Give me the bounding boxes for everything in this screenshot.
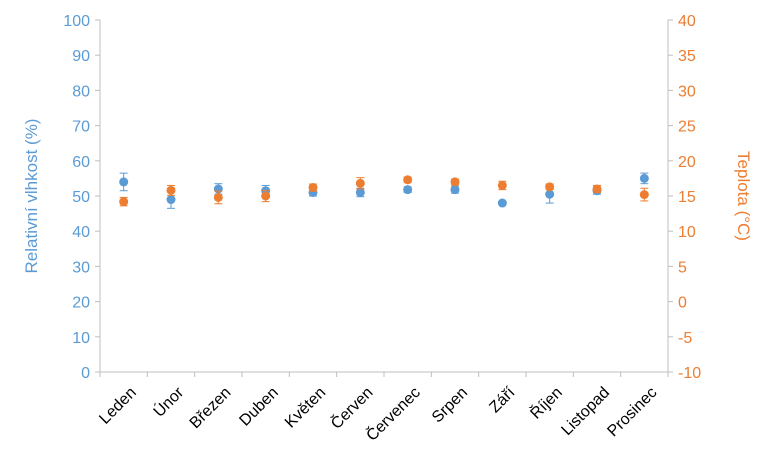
data-point	[355, 187, 365, 197]
y-axis-label-right: Teplota (°C)	[734, 151, 753, 241]
x-tick-label: Duben	[236, 384, 281, 429]
data-point	[639, 190, 649, 200]
y-tick-label-left: 30	[72, 259, 90, 276]
data-point	[308, 183, 318, 193]
data-marks	[119, 172, 649, 209]
y-tick-label-left: 90	[72, 48, 90, 65]
y-tick-label-right: 20	[678, 154, 696, 171]
y-tick-label-left: 10	[72, 330, 90, 347]
y-tick-label-right: 35	[678, 48, 696, 65]
x-tick-label: Únor	[149, 382, 187, 420]
y-tick-label-left: 0	[81, 365, 90, 382]
data-point	[403, 175, 413, 185]
y-tick-label-left: 20	[72, 295, 90, 312]
y-tick-label-left: 50	[72, 189, 90, 206]
y-tick-label-left: 40	[72, 224, 90, 241]
data-point	[450, 177, 460, 187]
data-point	[450, 185, 460, 195]
data-point	[119, 177, 129, 187]
y-tick-label-left: 60	[72, 154, 90, 171]
y-tick-label-right: 30	[678, 83, 696, 100]
data-point	[166, 185, 176, 195]
data-point	[166, 195, 176, 205]
x-tick-label: Červen	[327, 383, 377, 433]
x-tick-label: Březen	[187, 384, 235, 432]
y-tick-label-right: 15	[678, 189, 696, 206]
y-tick-label-right: -10	[678, 365, 701, 382]
x-tick-label: Srpen	[429, 384, 471, 426]
x-tick-label: Květen	[282, 384, 329, 431]
y-tick-label-right: 40	[678, 13, 696, 30]
x-tick-label: Září	[486, 384, 519, 417]
x-tick-label: Listopad	[558, 384, 613, 439]
data-point	[592, 184, 602, 194]
y-tick-label-right: -5	[678, 330, 692, 347]
data-point	[261, 191, 271, 201]
x-tick-label: Prosinec	[604, 384, 660, 440]
y-tick-label-right: 0	[678, 295, 687, 312]
data-point	[639, 173, 649, 183]
data-point	[403, 185, 413, 195]
y-tick-label-right: 25	[678, 119, 696, 136]
data-point	[545, 182, 555, 192]
data-point	[497, 198, 507, 208]
data-point	[497, 180, 507, 190]
y-tick-label-left: 80	[72, 83, 90, 100]
axes	[99, 20, 669, 373]
data-point	[355, 178, 365, 188]
y-tick-label-left: 70	[72, 119, 90, 136]
data-point	[213, 192, 223, 202]
x-tick-label: Leden	[96, 384, 139, 427]
data-point	[545, 189, 555, 199]
y-tick-label-right: 5	[678, 259, 687, 276]
left-axis-ticks: 0 10 20 30 40 50 60 70 80 90 100	[63, 13, 100, 382]
x-axis-ticks: Leden Únor Březen Duben KvětenČervenČervenec…	[96, 372, 669, 445]
y-axis-label-left: Relativní vlhkost (%)	[22, 119, 41, 274]
y-tick-label-left: 100	[63, 13, 90, 30]
data-point	[119, 197, 129, 207]
right-axis-ticks: -10 -5 0 5 10 15 20 25 30 35 40	[668, 13, 701, 382]
x-tick-label: Říjen	[526, 383, 566, 423]
y-tick-label-right: 10	[678, 224, 696, 241]
